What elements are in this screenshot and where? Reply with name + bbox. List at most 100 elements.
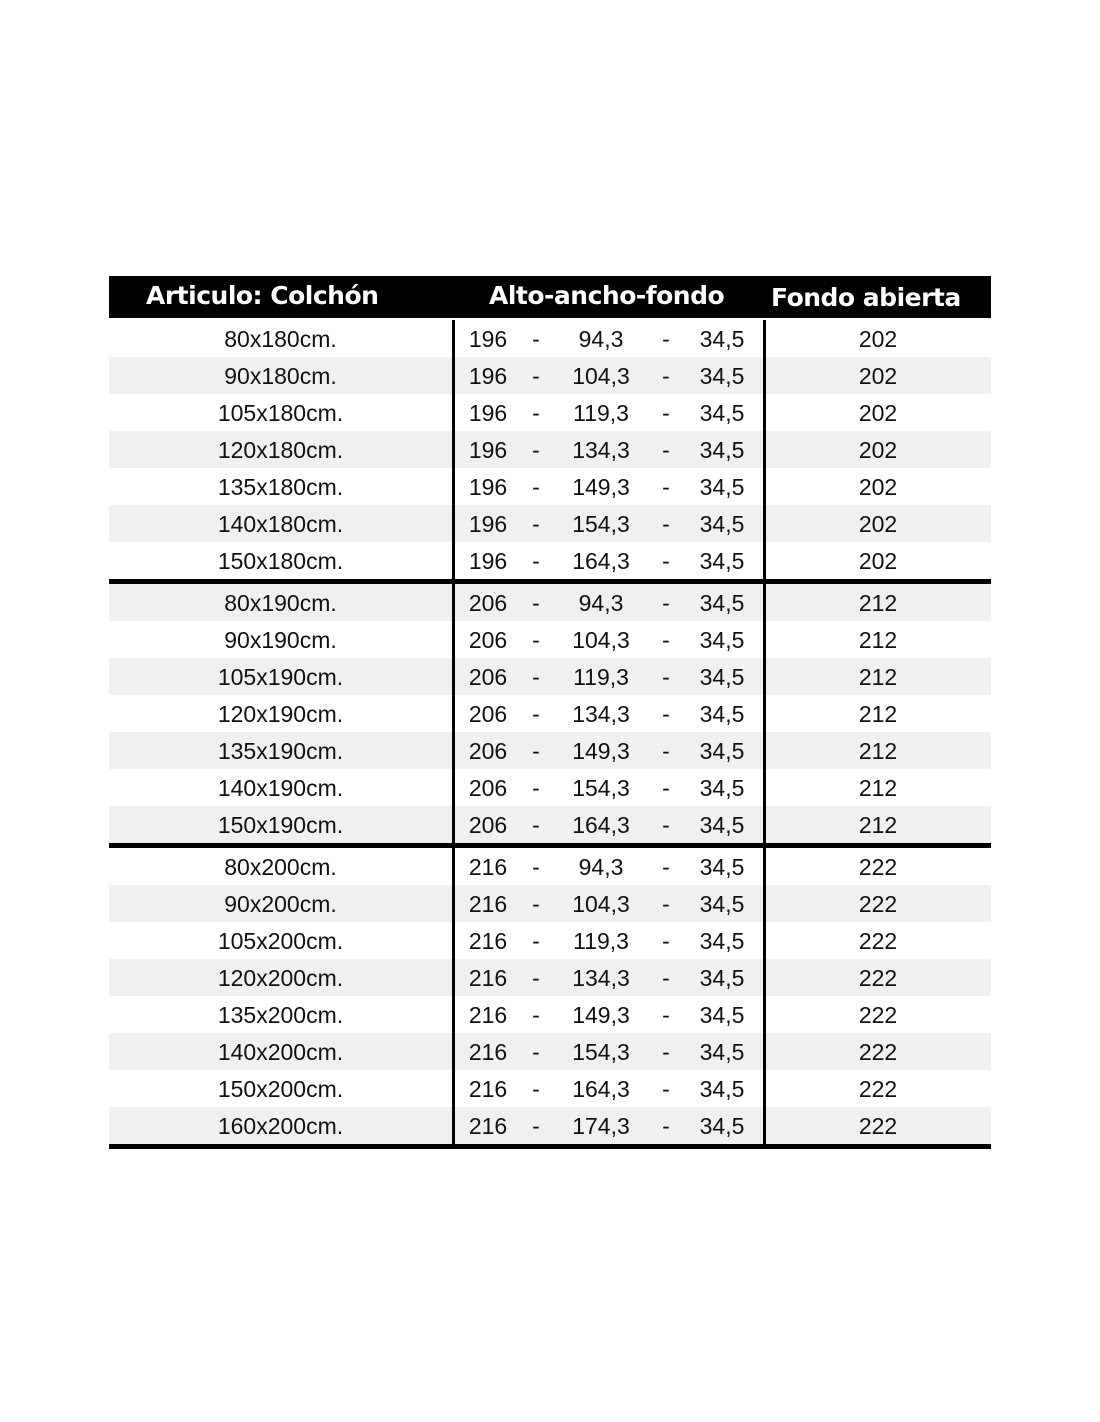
fondo-cell: 34,5 (699, 701, 745, 727)
table-row: 105x180cm. 196-119,3-34,5 202 (109, 394, 991, 431)
ancho-cell: 154,3 (572, 775, 630, 801)
header-article: Articulo: Colchón (146, 281, 379, 310)
alto-cell: 206 (468, 738, 508, 764)
dash: - (662, 326, 670, 352)
dash: - (532, 437, 540, 463)
column-divider (763, 320, 766, 579)
dash: - (532, 891, 540, 917)
fondo-cell: 34,5 (699, 664, 745, 690)
fondo-cell: 34,5 (699, 891, 745, 917)
ancho-cell: 164,3 (572, 548, 630, 574)
fondo-cell: 34,5 (699, 1039, 745, 1065)
dash: - (532, 928, 540, 954)
header-open-depth: Fondo abierta (771, 283, 961, 312)
alto-cell: 216 (468, 1113, 508, 1139)
ancho-cell: 119,3 (573, 928, 629, 954)
table-row: 140x180cm. 196-154,3-34,5 202 (109, 505, 991, 542)
alto-cell: 216 (468, 1076, 508, 1102)
article-cell: 120x200cm. (217, 965, 344, 991)
dash: - (532, 627, 540, 653)
alto-cell: 216 (468, 891, 508, 917)
ancho-cell: 134,3 (572, 437, 630, 463)
ancho-cell: 104,3 (572, 891, 630, 917)
alto-cell: 206 (468, 812, 508, 838)
ancho-cell: 94,3 (578, 854, 624, 880)
open-depth-cell: 202 (858, 363, 898, 389)
article-cell: 140x190cm. (217, 775, 344, 801)
dash: - (532, 363, 540, 389)
table-row: 140x200cm. 216-154,3-34,5 222 (109, 1033, 991, 1070)
table-row: 120x200cm. 216-134,3-34,5 222 (109, 959, 991, 996)
dash: - (532, 738, 540, 764)
table-row: 105x200cm. 216-119,3-34,5 222 (109, 922, 991, 959)
article-cell: 150x190cm. (217, 812, 344, 838)
dash: - (662, 1002, 670, 1028)
fondo-cell: 34,5 (699, 474, 745, 500)
alto-cell: 216 (468, 1002, 508, 1028)
row-group: 80x190cm. 206-94,3-34,5 212 90x190cm. 206-10… (109, 584, 991, 843)
alto-cell: 196 (468, 363, 508, 389)
ancho-cell: 149,3 (572, 1002, 630, 1028)
table-row: 150x180cm. 196-164,3-34,5 202 (109, 542, 991, 579)
dash: - (662, 891, 670, 917)
fondo-cell: 34,5 (699, 812, 745, 838)
ancho-cell: 154,3 (572, 1039, 630, 1065)
alto-cell: 206 (468, 701, 508, 727)
dash: - (532, 775, 540, 801)
dash: - (532, 812, 540, 838)
dash: - (662, 511, 670, 537)
article-cell: 150x180cm. (217, 548, 344, 574)
open-depth-cell: 212 (858, 590, 898, 616)
ancho-cell: 119,3 (573, 664, 629, 690)
fondo-cell: 34,5 (699, 627, 745, 653)
ancho-cell: 134,3 (572, 701, 630, 727)
table-row: 120x180cm. 196-134,3-34,5 202 (109, 431, 991, 468)
open-depth-cell: 202 (858, 548, 898, 574)
table-header: Articulo: Colchón Alto-ancho-fondo Fondo… (109, 276, 991, 318)
dash: - (532, 1002, 540, 1028)
article-cell: 140x200cm. (217, 1039, 344, 1065)
open-depth-cell: 202 (858, 326, 898, 352)
column-divider (763, 848, 766, 1144)
dash: - (532, 400, 540, 426)
table-row: 135x200cm. 216-149,3-34,5 222 (109, 996, 991, 1033)
alto-cell: 196 (468, 511, 508, 537)
open-depth-cell: 222 (858, 891, 898, 917)
fondo-cell: 34,5 (699, 437, 745, 463)
ancho-cell: 164,3 (572, 812, 630, 838)
open-depth-cell: 202 (858, 437, 898, 463)
dash: - (662, 1113, 670, 1139)
open-depth-cell: 212 (858, 738, 898, 764)
dash: - (662, 965, 670, 991)
table-row: 135x190cm. 206-149,3-34,5 212 (109, 732, 991, 769)
alto-cell: 206 (468, 664, 508, 690)
ancho-cell: 94,3 (578, 326, 624, 352)
row-group: 80x180cm. 196-94,3-34,5 202 90x180cm. 196-10… (109, 320, 991, 579)
table-row: 80x200cm. 216-94,3-34,5 222 (109, 848, 991, 885)
article-cell: 150x200cm. (217, 1076, 344, 1102)
article-cell: 90x190cm. (224, 627, 337, 653)
dash: - (662, 548, 670, 574)
open-depth-cell: 222 (858, 965, 898, 991)
alto-cell: 216 (468, 965, 508, 991)
dash: - (532, 664, 540, 690)
open-depth-cell: 222 (858, 1039, 898, 1065)
dash: - (662, 627, 670, 653)
open-depth-cell: 222 (858, 928, 898, 954)
dash: - (662, 854, 670, 880)
article-cell: 135x190cm. (217, 738, 344, 764)
dash: - (662, 590, 670, 616)
alto-cell: 206 (468, 627, 508, 653)
table-body: 80x180cm. 196-94,3-34,5 202 90x180cm. 196-10… (109, 320, 991, 1149)
group-separator (109, 843, 991, 848)
dash: - (662, 928, 670, 954)
table-row: 80x190cm. 206-94,3-34,5 212 (109, 584, 991, 621)
mattress-size-table: Articulo: Colchón Alto-ancho-fondo Fondo… (109, 276, 991, 1149)
dash: - (532, 701, 540, 727)
dash: - (532, 965, 540, 991)
alto-cell: 206 (468, 775, 508, 801)
column-divider (452, 320, 455, 579)
dash: - (532, 474, 540, 500)
fondo-cell: 34,5 (699, 326, 745, 352)
